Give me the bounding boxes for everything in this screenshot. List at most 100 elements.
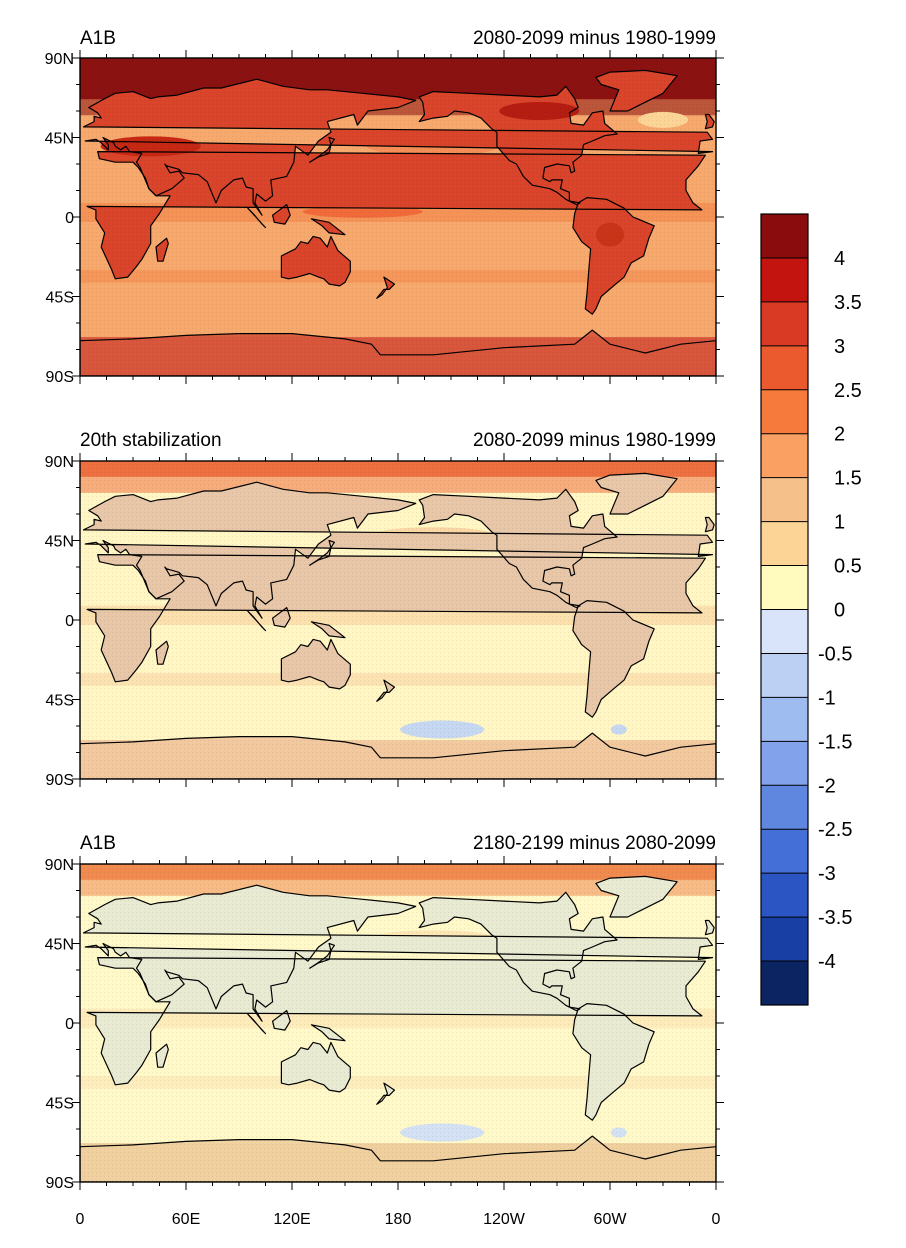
colorbar-label: 2.5 <box>834 380 862 402</box>
lat-label: 90S <box>46 369 74 386</box>
colorbar-swatch <box>761 961 808 1006</box>
coastline-borneo <box>272 204 291 225</box>
lat-label: 45N <box>45 131 74 148</box>
coastline-madagascar <box>155 1043 169 1068</box>
colorbar-label: 0.5 <box>834 556 862 578</box>
coastline-borneo <box>272 1009 291 1031</box>
lat-axis: 90N 45N 0 45S 90S <box>45 454 74 789</box>
colorbar-swatch <box>761 257 808 303</box>
coastline-africa <box>86 956 707 1086</box>
coastline-japan <box>309 136 335 163</box>
colorbar-frame <box>760 213 809 1006</box>
colorbar-label: -3 <box>818 863 836 885</box>
coastline-antarctica <box>80 1135 716 1182</box>
coastline-northamerica <box>418 891 618 1012</box>
panel-left-title: 20th stabilization <box>80 430 222 451</box>
colorbar-label: -2 <box>818 775 836 797</box>
panel-left-title: A1B <box>80 833 116 854</box>
coastline-newzealand <box>376 679 396 702</box>
coastline-borneo <box>272 606 291 628</box>
coastline-southamerica <box>572 599 655 718</box>
map-panel: A1B 2180-2199 minus 2080-2099 90N 45N 0 … <box>45 833 724 1192</box>
stipple-overlay <box>80 58 716 376</box>
map-panel: A1B 2080-2099 minus 1980-1999 90N 45N 0 … <box>45 28 724 386</box>
coastline-japan <box>309 539 335 566</box>
coastline-newguinea <box>310 1024 346 1042</box>
lat-label: 0 <box>65 613 74 630</box>
coastline-australia <box>280 1041 351 1093</box>
colorbar-label: 1 <box>834 512 845 534</box>
tick-marks <box>72 856 724 1190</box>
coastline-eurasia <box>82 884 714 1022</box>
coastline-indonesia <box>247 610 267 632</box>
lat-axis: 90N 45N 0 45S 90S <box>45 857 74 1192</box>
colorbar-swatch <box>761 214 808 259</box>
colorbar-labels: 4 3.5 3 2.5 2 1.5 1 0.5 0 -0.5 -1 -1.5 -… <box>818 248 862 973</box>
lat-label: 90N <box>45 51 74 68</box>
colorbar-label: 1.5 <box>834 468 862 490</box>
coastline-indonesia <box>247 207 267 229</box>
coastline-greenland <box>595 472 678 515</box>
lat-label: 90N <box>45 857 74 874</box>
colorbar-label: -1 <box>818 687 836 709</box>
coastline-northamerica <box>418 488 618 609</box>
lon-label: 120W <box>483 1211 526 1228</box>
colorbar-label: 2 <box>834 424 845 446</box>
colorbar-label: 3 <box>834 336 845 358</box>
lat-label: 0 <box>65 210 74 227</box>
colorbar-label: -0.5 <box>818 643 852 665</box>
coastline-eurasia <box>82 78 714 216</box>
lat-label: 0 <box>65 1016 74 1033</box>
coastline-newzealand <box>376 276 396 299</box>
colorbar-label: 0 <box>834 600 845 622</box>
colorbar-swatch <box>761 389 808 435</box>
colorbar-swatch <box>761 741 808 786</box>
lon-label: 120E <box>273 1211 310 1228</box>
coastline-greenland <box>595 875 678 918</box>
map-fill <box>80 58 716 376</box>
lon-label: 0 <box>712 1211 721 1228</box>
lon-label: 60W <box>594 1211 628 1228</box>
colorbar-label: -4 <box>818 951 836 973</box>
colorbar-label: 3.5 <box>834 292 862 314</box>
lat-label: 45N <box>45 937 74 954</box>
coastline-indonesia <box>247 1013 267 1035</box>
colorbar: 4 3.5 3 2.5 2 1.5 1 0.5 0 -0.5 -1 -1.5 -… <box>760 213 862 1006</box>
colorbar-label: -2.5 <box>818 819 852 841</box>
lat-label: 45S <box>46 290 74 307</box>
map-fill <box>80 864 716 1182</box>
coastlines <box>80 69 716 376</box>
coastline-australia <box>280 235 351 287</box>
lat-label: 45N <box>45 534 74 551</box>
map-fill <box>80 461 716 779</box>
lat-label: 90S <box>46 772 74 789</box>
colorbar-swatch <box>761 565 808 610</box>
coastline-madagascar <box>155 640 169 665</box>
colorbar-label: -1.5 <box>818 731 852 753</box>
coastline-uk <box>704 113 715 130</box>
coastline-northamerica <box>418 85 618 206</box>
coastline-newguinea <box>310 218 346 236</box>
stipple-overlay <box>80 864 716 1182</box>
panel-left-title: A1B <box>80 28 116 49</box>
coastline-southamerica <box>572 197 655 315</box>
lon-label: 180 <box>385 1211 412 1228</box>
tick-marks <box>72 453 724 787</box>
coastline-uk <box>704 516 715 533</box>
coastlines <box>80 875 716 1182</box>
colorbar-label: -3.5 <box>818 907 852 929</box>
colorbar-swatch <box>761 521 808 567</box>
colorbar-swatch <box>761 301 808 347</box>
colorbar-swatch <box>761 477 808 523</box>
coastline-eurasia <box>82 481 714 619</box>
map-panel: 20th stabilization 2080-2099 minus 1980-… <box>45 430 724 789</box>
coastlines <box>80 472 716 779</box>
coastline-africa <box>86 151 707 280</box>
coastline-antarctica <box>80 329 716 376</box>
panel-right-title: 2080-2099 minus 1980-1999 <box>473 28 716 49</box>
coastline-madagascar <box>155 237 169 262</box>
coastline-australia <box>280 638 351 690</box>
colorbar-swatch <box>761 697 808 742</box>
colorbar-swatch <box>761 345 808 391</box>
